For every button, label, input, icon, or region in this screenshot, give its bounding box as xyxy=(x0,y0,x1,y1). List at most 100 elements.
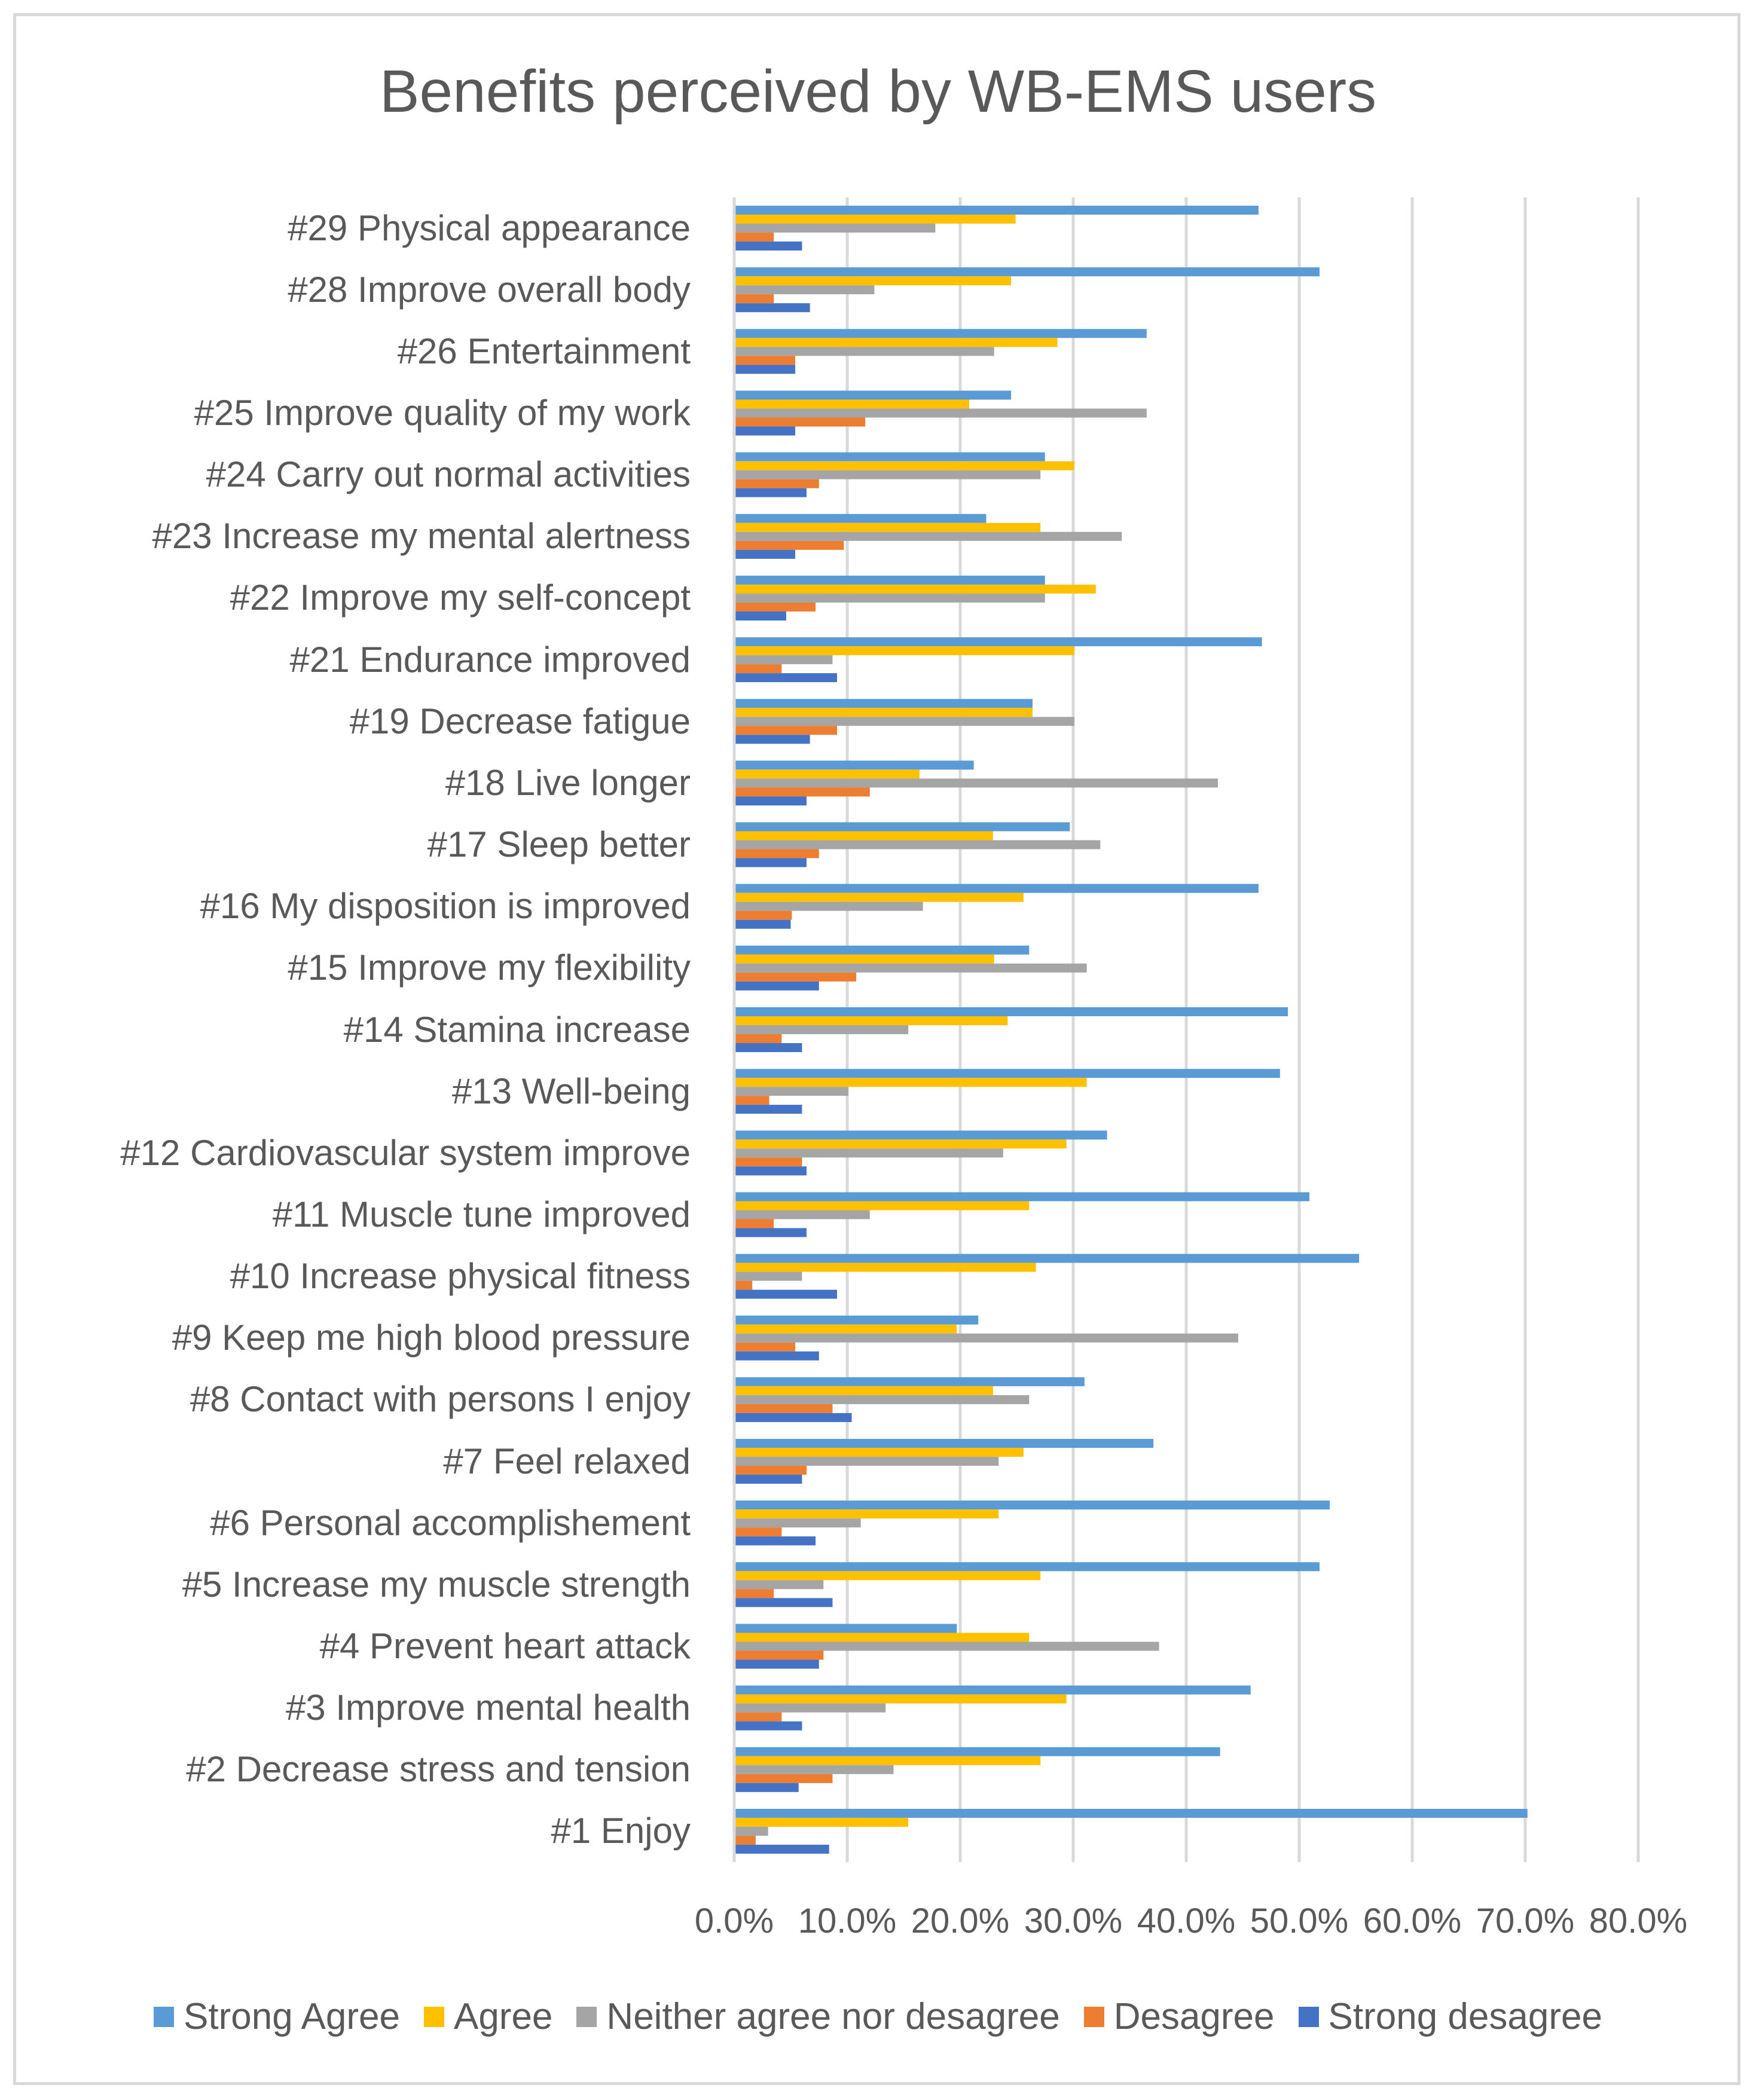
bar-strong-agree xyxy=(734,390,1012,400)
bar-desagree xyxy=(734,664,782,674)
bar-desagree xyxy=(734,1342,796,1352)
bar-agree xyxy=(734,708,1033,717)
bar-desagree xyxy=(734,1157,802,1167)
bar-neither-agree-nor-desagree xyxy=(734,1826,768,1836)
bar-agree xyxy=(734,461,1074,470)
bar-agree xyxy=(734,1324,957,1334)
x-tick-label: 10.0% xyxy=(798,1902,897,1940)
bar-agree xyxy=(734,584,1096,594)
category-label: #28 Improve overall body xyxy=(288,269,691,310)
bar-neither-agree-nor-desagree xyxy=(734,778,1218,788)
category-label: #26 Entertainment xyxy=(397,331,691,371)
bar-strong-desagree xyxy=(734,365,796,374)
bar-strong-desagree xyxy=(734,1043,802,1052)
bar-desagree xyxy=(734,1774,833,1783)
bar-strong-agree xyxy=(734,1624,957,1633)
bar-strong-agree xyxy=(734,637,1262,647)
category-label: #15 Improve my flexibility xyxy=(288,947,691,988)
bar-desagree xyxy=(734,1219,774,1228)
bar-neither-agree-nor-desagree xyxy=(734,1580,824,1589)
bar-strong-agree xyxy=(734,822,1070,832)
x-tick-label: 30.0% xyxy=(1024,1902,1123,1940)
category-label: #23 Increase my mental alertness xyxy=(152,516,691,557)
bar-agree xyxy=(734,1694,1067,1704)
bar-strong-agree xyxy=(734,1192,1310,1202)
bar-strong-agree xyxy=(734,329,1147,338)
bar-neither-agree-nor-desagree xyxy=(734,1087,848,1096)
category-label: #6 Personal accomplishement xyxy=(210,1502,691,1543)
bar-desagree xyxy=(734,1589,774,1598)
bar-desagree xyxy=(734,910,792,920)
bar-neither-agree-nor-desagree xyxy=(734,224,936,233)
legend-swatch xyxy=(576,2006,597,2027)
bar-agree xyxy=(734,1139,1067,1149)
bar-desagree xyxy=(734,233,774,242)
bar-desagree xyxy=(734,479,819,488)
category-label: #9 Keep me high blood pressure xyxy=(172,1318,691,1358)
bar-agree xyxy=(734,1078,1087,1087)
bar-strong-agree xyxy=(734,1747,1220,1756)
bar-strong-desagree xyxy=(734,1166,807,1176)
bar-neither-agree-nor-desagree xyxy=(734,840,1101,849)
bar-strong-desagree xyxy=(734,796,807,806)
category-label: #29 Physical appearance xyxy=(288,207,691,248)
bar-strong-agree xyxy=(734,945,1030,955)
category-label: #11 Muscle tune improved xyxy=(272,1194,691,1234)
bar-neither-agree-nor-desagree xyxy=(734,1765,894,1774)
x-tick-label: 50.0% xyxy=(1250,1902,1349,1940)
category-label: #22 Improve my self-concept xyxy=(230,577,691,618)
bar-desagree xyxy=(734,972,857,982)
bar-neither-agree-nor-desagree xyxy=(734,1148,1003,1158)
bar-agree xyxy=(734,646,1074,656)
bar-agree xyxy=(734,338,1058,347)
bar-strong-agree xyxy=(734,1007,1288,1016)
bar-agree xyxy=(734,215,1016,224)
bar-strong-desagree xyxy=(734,549,796,559)
legend-item: Neither agree nor desagree xyxy=(576,1995,1060,2038)
category-label: #3 Improve mental health xyxy=(285,1688,691,1728)
bar-agree xyxy=(734,399,970,409)
bar-agree xyxy=(734,1201,1030,1211)
legend-label: Strong desagree xyxy=(1328,1996,1602,2037)
category-label: #2 Decrease stress and tension xyxy=(186,1749,691,1790)
x-tick-label: 40.0% xyxy=(1137,1902,1236,1940)
legend-item: Strong Agree xyxy=(154,1995,400,2038)
bar-neither-agree-nor-desagree xyxy=(734,1395,1030,1404)
legend-item: Desagree xyxy=(1083,1995,1275,2038)
bar-strong-desagree xyxy=(734,1844,829,1854)
bar-agree xyxy=(734,1571,1041,1581)
bar-strong-agree xyxy=(734,1377,1085,1386)
bar-desagree xyxy=(734,787,870,797)
category-label: #1 Enjoy xyxy=(551,1811,691,1851)
bar-neither-agree-nor-desagree xyxy=(734,408,1147,418)
bar-desagree xyxy=(734,417,866,427)
bar-neither-agree-nor-desagree xyxy=(734,470,1041,479)
bar-desagree xyxy=(734,849,819,858)
x-tick-label: 80.0% xyxy=(1589,1902,1688,1940)
bar-desagree xyxy=(734,1712,782,1722)
bar-strong-agree xyxy=(734,1130,1107,1140)
bar-strong-desagree xyxy=(734,303,810,313)
legend-label: Agree xyxy=(453,1996,553,2037)
bar-strong-desagree xyxy=(734,1228,807,1237)
bar-strong-desagree xyxy=(734,1105,802,1114)
legend-item: Agree xyxy=(423,1995,553,2038)
bar-strong-desagree xyxy=(734,1289,837,1299)
bar-strong-agree xyxy=(734,1562,1320,1572)
bar-neither-agree-nor-desagree xyxy=(734,1025,909,1034)
category-label: #16 My disposition is improved xyxy=(200,886,691,927)
legend-label: Neither agree nor desagree xyxy=(606,1996,1060,2037)
bar-agree xyxy=(734,954,994,964)
category-label: #13 Well-being xyxy=(451,1071,691,1111)
bar-strong-agree xyxy=(734,267,1320,277)
bar-neither-agree-nor-desagree xyxy=(734,1271,802,1281)
bar-strong-desagree xyxy=(734,611,786,620)
bar-strong-desagree xyxy=(734,488,807,497)
bar-strong-desagree xyxy=(734,1351,819,1361)
bar-strong-desagree xyxy=(734,1413,852,1422)
bar-desagree xyxy=(734,1280,753,1290)
legend-swatch xyxy=(154,2006,175,2027)
bar-strong-desagree xyxy=(734,919,791,929)
bar-agree xyxy=(734,1263,1036,1272)
x-tick-label: 0.0% xyxy=(694,1902,774,1940)
